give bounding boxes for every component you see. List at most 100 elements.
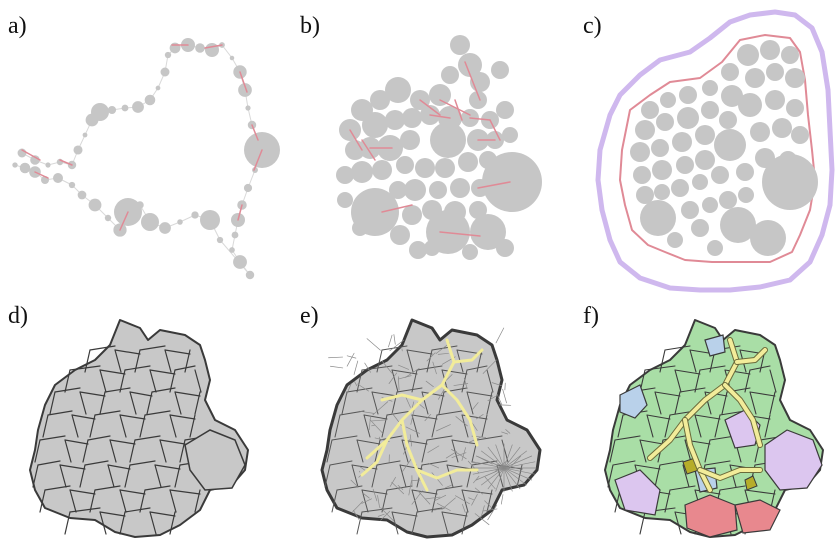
highlighted-edge — [34, 171, 49, 179]
skeleton-path — [452, 348, 484, 364]
cell-border-line — [476, 435, 503, 441]
packing-circle — [654, 184, 670, 200]
hull-vertex — [637, 275, 643, 281]
highlighted-edge — [439, 99, 471, 116]
packing-circle — [633, 166, 651, 184]
triangulation-line — [391, 481, 405, 495]
cell-border-line — [107, 464, 131, 470]
triangulation-line — [393, 334, 396, 345]
cell-border-line — [466, 365, 488, 371]
packing-circle — [164, 51, 172, 59]
highlighted-edge — [429, 114, 451, 119]
triangulation-line — [507, 455, 522, 471]
cell-border-line — [749, 391, 757, 415]
cell-border-line — [451, 439, 478, 445]
triangulation-line — [364, 362, 371, 373]
cell-border-line — [421, 439, 428, 463]
packing-circle — [191, 211, 199, 219]
highlighted-edge — [439, 231, 481, 237]
cell-border-line — [139, 414, 146, 438]
cell-border-line — [341, 391, 348, 415]
highlighted-edge — [119, 211, 129, 231]
fan-triangulation-line — [481, 467, 505, 486]
hull-vertex — [827, 202, 833, 208]
cell-border-line — [361, 507, 393, 513]
triangulation-line — [501, 431, 508, 435]
cell-border-line — [714, 414, 721, 438]
highlighted-edge — [381, 204, 413, 213]
triangulation-line — [437, 352, 449, 355]
packing-circle — [450, 35, 470, 55]
triangulation-line — [445, 484, 453, 489]
cell-border-line — [764, 414, 771, 438]
highlighted-edge — [239, 71, 248, 93]
cell-border-line — [411, 414, 438, 420]
cell-border-line — [411, 369, 418, 393]
packing-circle — [765, 90, 785, 110]
cell-border-line — [346, 387, 373, 393]
cell-border-line — [169, 489, 201, 495]
hull-vertex — [807, 259, 813, 265]
packing-circle — [52, 172, 64, 184]
cell-border-line — [69, 507, 101, 513]
cell-border-line — [769, 369, 777, 393]
packing-circle — [45, 162, 51, 168]
triangulation-line — [357, 383, 369, 392]
hull-vertex — [697, 287, 703, 293]
packing-circle — [660, 92, 676, 108]
cell-border-line — [114, 349, 141, 355]
packing-circle — [400, 130, 420, 150]
packing-circle — [640, 200, 676, 236]
cell-border-line — [674, 369, 701, 375]
cell-border-line — [119, 414, 146, 420]
cell-border-line — [34, 439, 41, 463]
packing-circle — [82, 132, 88, 138]
triangulation-line — [352, 501, 364, 513]
fan-triangulation-line — [472, 467, 505, 475]
packing-circle — [491, 61, 509, 79]
packing-circle — [636, 186, 654, 204]
cell-border-line — [617, 414, 624, 438]
packing-circle — [245, 105, 251, 111]
cell-border-line — [71, 414, 79, 438]
packing-circle — [750, 220, 786, 256]
cell-border-line — [164, 349, 191, 355]
cell-border-line — [466, 391, 474, 415]
packing-circle — [205, 43, 219, 57]
triangulation-line — [350, 479, 359, 488]
cell-border-line — [436, 485, 463, 491]
packing-circle — [409, 241, 427, 259]
triangulation-line — [389, 476, 396, 487]
packing-circle — [737, 44, 759, 66]
highlighted-edge — [253, 149, 263, 171]
triangulation-line — [455, 495, 470, 505]
cell-border-line — [659, 460, 684, 466]
hull-vertex — [747, 12, 753, 18]
packing-circle — [372, 160, 392, 180]
packing-circle — [656, 113, 674, 131]
fan-triangulation-line — [503, 446, 521, 469]
cell-border-line — [149, 511, 157, 535]
cell-border-line — [89, 414, 96, 438]
cell-border-line — [119, 369, 126, 393]
cell-border-line — [399, 464, 407, 488]
cell-border-line — [339, 410, 365, 416]
triangulation-line — [471, 494, 478, 506]
packing-circle — [390, 225, 410, 245]
cell-border-line — [516, 464, 523, 488]
lilac-cell — [764, 429, 823, 491]
packing-circle — [144, 94, 156, 106]
triangulation-line — [328, 356, 344, 359]
triangulation-line — [398, 364, 410, 370]
packing-circle — [651, 139, 669, 157]
cell-border-line — [361, 489, 388, 495]
cell-border-line — [59, 464, 86, 470]
cell-border-line — [411, 414, 419, 438]
packing-circle — [711, 166, 729, 184]
cell-border-line — [79, 464, 86, 488]
cell-border-line — [721, 391, 728, 415]
cell-border-line — [436, 410, 463, 416]
triangulation-line — [473, 475, 480, 484]
hull-vertex — [819, 232, 825, 238]
triangulation-line — [428, 462, 440, 469]
